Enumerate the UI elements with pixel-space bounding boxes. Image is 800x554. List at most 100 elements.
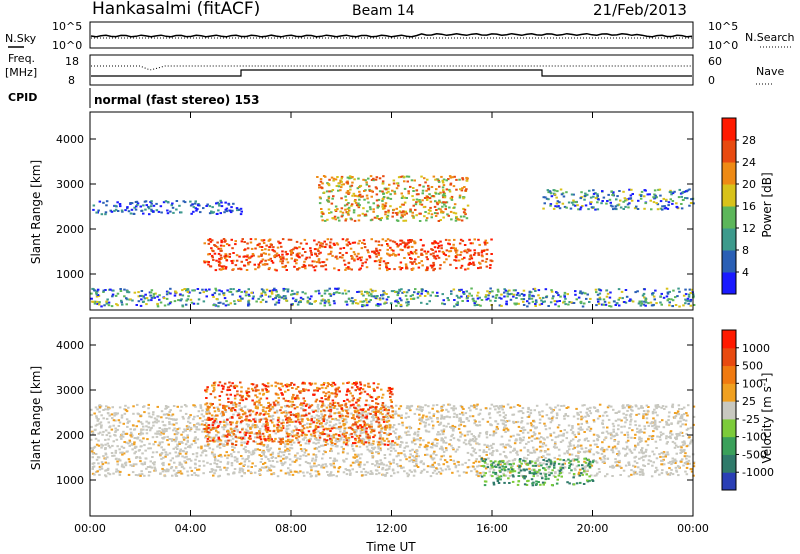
data-cell	[374, 178, 378, 181]
data-cell	[240, 240, 244, 243]
data-cell	[261, 298, 265, 301]
data-cell	[309, 247, 312, 250]
data-cell	[190, 301, 194, 304]
data-cell	[246, 242, 249, 245]
data-cell	[320, 464, 323, 467]
data-cell	[243, 290, 247, 293]
data-cell	[300, 407, 303, 410]
data-cell	[329, 440, 333, 443]
data-cell	[441, 205, 444, 208]
data-cell	[619, 206, 623, 209]
data-cell	[566, 415, 570, 418]
data-cell	[485, 451, 488, 453]
data-cell	[449, 426, 452, 428]
data-cell	[216, 212, 219, 215]
data-cell	[557, 205, 560, 208]
data-cell	[244, 294, 248, 297]
data-cell	[638, 424, 641, 427]
data-cell	[413, 260, 416, 263]
data-cell	[519, 449, 523, 452]
data-cell	[169, 467, 173, 470]
data-cell	[455, 249, 459, 252]
data-cell	[589, 427, 593, 430]
data-cell	[270, 260, 274, 262]
data-cell	[459, 215, 463, 218]
data-cell	[382, 426, 385, 429]
data-cell	[442, 450, 446, 453]
data-cell	[424, 211, 427, 213]
data-cell	[131, 448, 134, 451]
data-cell	[413, 470, 417, 473]
data-cell	[131, 424, 135, 427]
data-cell	[222, 419, 226, 422]
data-cell	[420, 252, 423, 255]
data-cell	[506, 460, 510, 463]
data-cell	[624, 205, 627, 208]
data-cell	[271, 456, 275, 458]
data-cell	[634, 291, 637, 294]
data-cell	[563, 294, 566, 297]
data-cell	[234, 427, 237, 430]
data-cell	[268, 295, 272, 298]
data-cell	[370, 416, 374, 419]
data-cell	[252, 254, 255, 257]
data-cell	[605, 430, 609, 433]
data-cell	[341, 409, 345, 412]
data-cell	[450, 195, 454, 198]
data-cell	[151, 210, 155, 213]
data-cell	[584, 466, 587, 469]
data-cell	[132, 412, 135, 415]
data-cell	[116, 428, 119, 431]
data-cell	[125, 303, 128, 306]
data-cell	[123, 295, 126, 298]
data-cell	[654, 289, 657, 292]
data-cell	[111, 444, 114, 447]
data-cell	[248, 295, 251, 297]
data-cell	[204, 418, 207, 421]
data-cell	[455, 416, 459, 419]
data-cell	[306, 296, 310, 299]
data-cell	[258, 265, 261, 268]
data-cell	[421, 406, 424, 409]
data-cell	[377, 452, 380, 455]
data-cell	[421, 264, 424, 267]
data-cell	[100, 465, 103, 468]
data-cell	[452, 407, 455, 410]
data-cell	[443, 261, 446, 264]
data-cell	[439, 421, 443, 424]
data-cell	[306, 426, 309, 429]
data-cell	[466, 248, 470, 251]
data-cell	[321, 242, 324, 245]
data-cell	[533, 464, 536, 467]
data-cell	[659, 295, 662, 298]
data-cell	[397, 423, 401, 426]
data-cell	[491, 290, 494, 293]
data-cell	[170, 439, 174, 442]
data-cell	[335, 242, 339, 245]
data-cell	[569, 207, 573, 210]
data-cell	[252, 295, 255, 298]
data-cell	[403, 470, 406, 473]
data-cell	[431, 264, 435, 267]
data-cell	[436, 178, 440, 181]
data-cell	[496, 288, 500, 291]
data-cell	[418, 405, 421, 408]
data-cell	[370, 295, 374, 298]
data-cell	[239, 207, 243, 210]
data-cell	[182, 431, 185, 434]
data-cell	[357, 219, 361, 222]
data-cell	[606, 426, 609, 429]
data-cell	[220, 290, 223, 293]
data-cell	[247, 469, 250, 472]
data-cell	[412, 187, 415, 189]
data-cell	[238, 469, 242, 472]
data-cell	[135, 425, 138, 428]
data-cell	[357, 290, 361, 293]
data-cell	[247, 257, 251, 260]
data-cell	[133, 291, 137, 294]
data-cell	[354, 433, 358, 436]
data-cell	[107, 438, 110, 441]
data-cell	[191, 453, 195, 456]
data-cell	[462, 471, 466, 474]
